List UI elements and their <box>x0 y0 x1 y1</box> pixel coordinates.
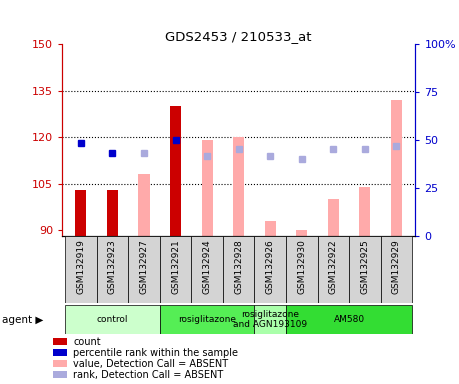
Bar <box>233 137 244 236</box>
Bar <box>191 236 223 303</box>
Bar <box>170 106 181 236</box>
Text: GSM132926: GSM132926 <box>266 240 275 294</box>
Bar <box>349 236 381 303</box>
Text: value, Detection Call = ABSENT: value, Detection Call = ABSENT <box>73 359 229 369</box>
Text: GSM132922: GSM132922 <box>329 240 338 294</box>
Bar <box>296 230 308 236</box>
Bar <box>202 140 213 236</box>
Bar <box>381 236 412 303</box>
Text: percentile rank within the sample: percentile rank within the sample <box>73 348 238 358</box>
Bar <box>53 371 67 378</box>
Bar <box>318 236 349 303</box>
Bar <box>97 236 128 303</box>
Bar <box>128 236 160 303</box>
Text: AM580: AM580 <box>334 315 365 324</box>
Bar <box>223 236 254 303</box>
Text: GSM132921: GSM132921 <box>171 240 180 294</box>
Text: rosiglitazone
and AGN193109: rosiglitazone and AGN193109 <box>233 310 307 329</box>
Text: agent ▶: agent ▶ <box>2 314 44 325</box>
Bar <box>391 100 402 236</box>
Bar <box>139 174 150 236</box>
Text: GSM132930: GSM132930 <box>297 240 306 295</box>
Bar <box>65 236 97 303</box>
Text: rosiglitazone: rosiglitazone <box>178 315 236 324</box>
Bar <box>107 190 118 236</box>
Text: GSM132923: GSM132923 <box>108 240 117 294</box>
Bar <box>328 199 339 236</box>
Bar <box>265 221 276 236</box>
Text: GSM132927: GSM132927 <box>140 240 149 294</box>
Bar <box>286 236 318 303</box>
Text: rank, Detection Call = ABSENT: rank, Detection Call = ABSENT <box>73 370 224 380</box>
Text: count: count <box>73 336 101 346</box>
Bar <box>75 190 86 236</box>
Text: GSM132925: GSM132925 <box>360 240 369 294</box>
Bar <box>359 187 370 236</box>
Text: GSM132928: GSM132928 <box>234 240 243 294</box>
Bar <box>160 305 254 334</box>
Bar <box>254 305 286 334</box>
Bar <box>286 305 412 334</box>
Bar <box>65 305 160 334</box>
Text: GSM132929: GSM132929 <box>392 240 401 294</box>
Bar <box>53 338 67 345</box>
Text: control: control <box>97 315 128 324</box>
Bar <box>160 236 191 303</box>
Bar <box>53 360 67 367</box>
Text: GSM132919: GSM132919 <box>76 240 85 295</box>
Text: GSM132924: GSM132924 <box>202 240 212 294</box>
Bar <box>254 236 286 303</box>
Bar <box>53 349 67 356</box>
Title: GDS2453 / 210533_at: GDS2453 / 210533_at <box>165 30 312 43</box>
